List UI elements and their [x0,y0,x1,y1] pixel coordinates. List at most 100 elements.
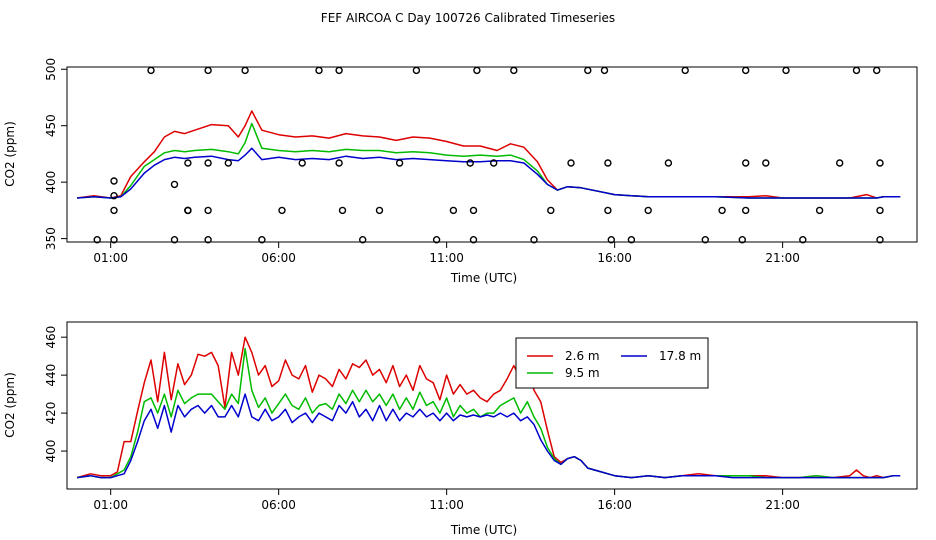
top-y-tick-label: 500 [44,58,58,81]
flag-marker [224,159,233,167]
flag-marker [742,159,750,167]
legend-label-2.6m: 2.6 m [565,349,600,363]
top-y-axis: 350 400 450 500 [44,58,67,250]
flag-marker [718,206,726,215]
flag-marker [110,177,118,185]
flag-marker [359,235,367,244]
flag-marker [184,159,192,167]
flag-marker [873,66,881,75]
top-y-axis-label: CO2 (ppm) [3,121,17,187]
flag-marker [315,66,323,75]
flag-marker [782,66,790,75]
top-x-tick-label: 06:00 [261,251,296,265]
flag-marker [876,235,884,244]
flag-marker [742,206,750,215]
top-x-axis-label: Time (UTC) [450,271,517,285]
top-series-group [76,110,901,199]
flag-marker [110,191,118,200]
bottom-y-tick-label: 420 [44,402,58,425]
flag-marker [204,66,212,75]
flag-marker [335,159,343,167]
flag-marker [547,206,555,215]
top-x-tick-label: 01:00 [93,251,128,265]
top-x-tick-label: 16:00 [597,251,632,265]
flag-marker [278,206,286,215]
legend: 2.6 m 9.5 m 17.8 m [515,337,709,389]
flag-marker [799,235,807,244]
flag-marker [204,235,212,244]
bottom-x-axis-label: Time (UTC) [450,523,517,537]
flag-marker [298,159,306,167]
flag-marker [530,235,538,244]
legend-label-17.8m: 17.8 m [659,349,701,363]
flag-marker [395,159,404,167]
flag-marker [335,66,343,75]
flag-marker [701,235,709,244]
bottom-y-tick-label: 440 [44,364,58,387]
top-x-tick-label: 11:00 [429,251,464,265]
flag-marker [375,206,384,215]
flag-marker [466,159,474,167]
flag-marker [170,180,179,189]
flag-marker [258,235,266,244]
bottom-x-tick-label: 01:00 [93,498,128,512]
top-x-axis: 01:00 06:00 11:00 16:00 21:00 [93,242,800,265]
flag-marker [412,66,421,75]
bottom-series-9.5m [76,347,901,479]
flag-marker [449,206,458,215]
flag-marker [627,235,636,244]
bottom-y-axis: 400 420 440 460 [44,326,67,463]
bottom-x-axis: 01:00 06:00 11:00 16:00 21:00 [93,489,800,512]
top-x-tick-label: 21:00 [765,251,800,265]
bottom-series-2.6m [76,336,901,479]
bottom-y-tick-label: 400 [44,440,58,463]
legend-label-9.5m: 9.5 m [565,366,600,380]
top-series-17.8m [77,147,901,199]
top-panel: 01:00 06:00 11:00 16:00 21:00 350 400 450 500 T… [3,58,918,285]
flag-marker [490,159,498,167]
bottom-series-group [76,336,901,479]
flag-marker [600,66,609,75]
bottom-panel: 01:00 06:00 11:00 16:00 21:00 400 420 440 460 T… [3,321,918,537]
bottom-y-axis-label: CO2 (ppm) [3,372,17,438]
flag-marker [604,159,612,167]
top-plot-frame [66,66,918,243]
flag-marker [338,206,347,215]
flag-marker [469,206,478,215]
top-y-tick-label: 450 [44,114,58,137]
bottom-plot-frame [66,321,918,490]
flag-marker [738,235,746,244]
top-y-tick-label: 350 [44,227,58,250]
flag-marker [170,235,179,244]
flag-marker [469,235,478,244]
bottom-x-tick-label: 11:00 [429,498,464,512]
flag-marker [241,66,249,75]
flag-marker [836,159,844,167]
flag-marker [204,159,212,167]
flag-marker [664,159,673,167]
flag-marker [815,206,824,215]
flag-marker [432,235,441,244]
bottom-series-17.8m [76,393,901,479]
top-series-2.6m [76,110,901,199]
flag-marker [584,66,592,75]
bottom-y-tick-label: 460 [44,326,58,349]
flag-marker [604,206,612,215]
flag-marker [147,66,155,75]
top-marker-group [93,66,884,244]
flag-marker [607,235,615,244]
flag-marker [644,206,652,215]
flag-marker [93,235,101,244]
flag-marker [762,159,770,167]
flag-marker [184,206,192,215]
flag-marker [742,66,750,75]
flag-marker [567,159,575,167]
flag-marker [204,206,212,215]
flag-marker [110,235,118,244]
flag-marker [110,206,118,215]
top-y-tick-label: 400 [44,171,58,194]
flag-marker [876,206,884,215]
flag-marker [473,66,481,75]
flag-marker [681,66,689,75]
